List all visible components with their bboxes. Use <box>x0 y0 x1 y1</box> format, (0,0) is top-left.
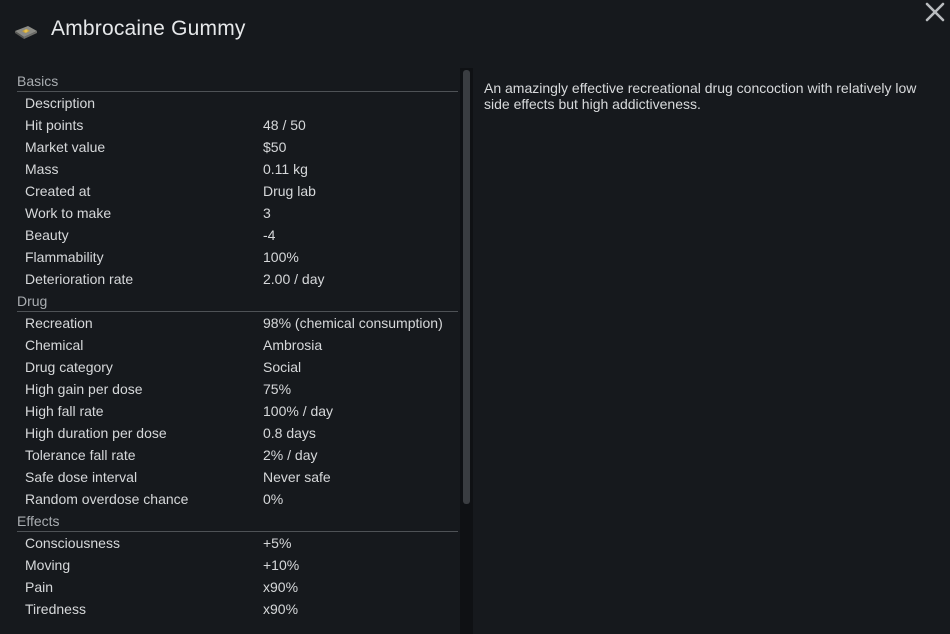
stat-value: +10% <box>263 557 300 573</box>
stat-row[interactable]: Random overdose chance 0% <box>0 488 458 510</box>
close-icon[interactable] <box>924 1 946 23</box>
stat-value: Drug lab <box>263 183 316 199</box>
stat-value: $50 <box>263 139 287 155</box>
stat-label: Description <box>25 95 96 111</box>
section-title-drug: Drug <box>17 290 458 312</box>
stat-value: 98% (chemical consumption) <box>263 315 443 331</box>
stat-row[interactable]: Drug category Social <box>0 356 458 378</box>
drug-package-icon <box>14 22 38 42</box>
stat-value: Ambrosia <box>263 337 323 353</box>
stat-row[interactable]: High gain per dose 75% <box>0 378 458 400</box>
stat-label: Created at <box>25 183 91 199</box>
stat-value: Never safe <box>263 469 331 485</box>
stat-row[interactable]: Description <box>0 92 458 114</box>
stat-row[interactable]: Flammability 100% <box>0 246 458 268</box>
stat-value: x90% <box>263 579 299 595</box>
stat-label: Random overdose chance <box>25 491 189 507</box>
stat-value: 100% <box>263 249 299 265</box>
stats-list: Basics Description Hit points 48 / 50 Mar… <box>0 70 458 634</box>
stat-label: High fall rate <box>25 403 104 419</box>
stat-row[interactable]: Tolerance fall rate 2% / day <box>0 444 458 466</box>
stat-value: +5% <box>263 535 292 551</box>
stat-row[interactable]: Created at Drug lab <box>0 180 458 202</box>
stat-value: 0% <box>263 491 284 507</box>
stat-row[interactable]: Market value $50 <box>0 136 458 158</box>
stat-label: Chemical <box>25 337 84 353</box>
stat-row[interactable]: Chemical Ambrosia <box>0 334 458 356</box>
stat-label: Safe dose interval <box>25 469 138 485</box>
stat-label: Recreation <box>25 315 93 331</box>
stat-row[interactable]: Recreation 98% (chemical consumption) <box>0 312 458 334</box>
stat-label: Drug category <box>25 359 113 375</box>
stat-label: Market value <box>25 139 106 155</box>
stat-row[interactable]: Work to make 3 <box>0 202 458 224</box>
stat-value: -4 <box>263 227 276 243</box>
stat-row[interactable]: Beauty -4 <box>0 224 458 246</box>
stat-row[interactable]: High fall rate 100% / day <box>0 400 458 422</box>
stat-value: 0.11 kg <box>263 161 308 177</box>
stat-label: High duration per dose <box>25 425 167 441</box>
stat-value: x90% <box>263 601 299 617</box>
section-title-effects: Effects <box>17 510 458 532</box>
stat-row[interactable]: Deterioration rate 2.00 / day <box>0 268 458 290</box>
stats-scrollbar[interactable] <box>460 68 473 634</box>
stat-label: Hit points <box>25 117 84 133</box>
stat-value: 2% / day <box>263 447 318 463</box>
window-header: Ambrocaine Gummy <box>0 0 950 64</box>
scrollbar-thumb[interactable] <box>463 70 470 504</box>
stat-value: 2.00 / day <box>263 271 325 287</box>
description-text: An amazingly effective recreational drug… <box>484 80 917 112</box>
stat-row[interactable]: Moving +10% <box>0 554 458 576</box>
window-title: Ambrocaine Gummy <box>51 17 246 40</box>
stat-row[interactable]: Mass 0.11 kg <box>0 158 458 180</box>
stat-value: Social <box>263 359 302 375</box>
stat-label: High gain per dose <box>25 381 143 397</box>
stat-row[interactable]: Tiredness x90% <box>0 598 458 620</box>
stat-row[interactable]: Consciousness +5% <box>0 532 458 554</box>
stat-label: Deterioration rate <box>25 271 134 287</box>
section-title-basics: Basics <box>17 70 458 92</box>
stat-label: Tiredness <box>25 601 86 617</box>
stat-value: 48 / 50 <box>263 117 306 133</box>
stat-label: Mass <box>25 161 59 177</box>
stat-row[interactable]: High duration per dose 0.8 days <box>0 422 458 444</box>
stat-value: 75% <box>263 381 292 397</box>
stat-value: 0.8 days <box>263 425 316 441</box>
stat-label: Pain <box>25 579 54 595</box>
stat-label: Beauty <box>25 227 69 243</box>
stat-label: Work to make <box>25 205 112 221</box>
stat-label: Moving <box>25 557 71 573</box>
stat-label: Consciousness <box>25 535 120 551</box>
stat-value: 100% / day <box>263 403 334 419</box>
stat-value: 3 <box>263 205 271 221</box>
stat-row[interactable]: Pain x90% <box>0 576 458 598</box>
stat-row[interactable]: Hit points 48 / 50 <box>0 114 458 136</box>
stat-row[interactable]: Safe dose interval Never safe <box>0 466 458 488</box>
stat-label: Tolerance fall rate <box>25 447 136 463</box>
stat-label: Flammability <box>25 249 104 265</box>
